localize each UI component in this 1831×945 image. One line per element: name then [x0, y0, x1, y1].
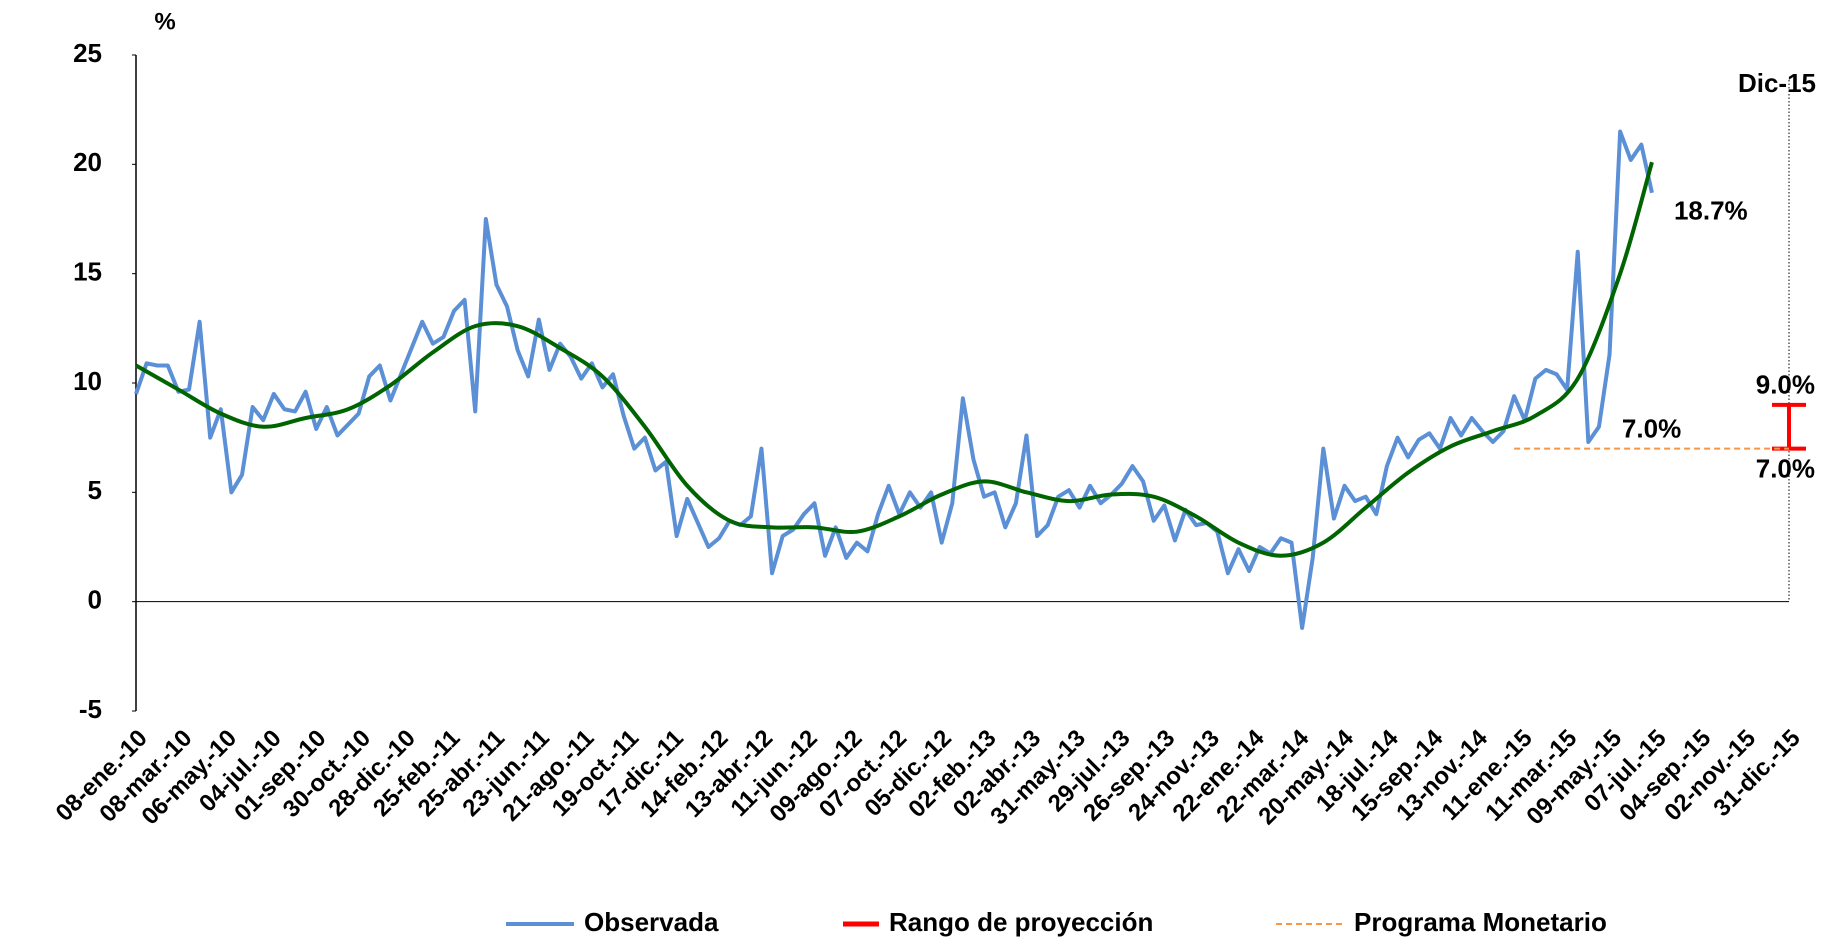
end-label: 18.7%: [1674, 196, 1748, 226]
range-bar: [1772, 402, 1806, 451]
program-label: 7.0%: [1622, 413, 1681, 443]
legend-label: Programa Monetario: [1354, 907, 1607, 937]
legend-label: Observada: [584, 907, 719, 937]
observed-line: [134, 129, 1654, 630]
y-tick-label: 20: [73, 147, 102, 177]
marker-label: Dic-15: [1738, 68, 1816, 98]
range-label: 9.0%: [1756, 370, 1815, 400]
y-tick-label: 5: [88, 475, 102, 505]
y-tick-label: 10: [73, 366, 102, 396]
y-tick-label: 0: [88, 585, 102, 615]
trend-line: [135, 161, 1654, 558]
y-tick-label: 15: [73, 257, 102, 287]
legend-label: Rango de proyección: [889, 907, 1153, 937]
y-tick-label: -5: [79, 694, 102, 724]
y-axis-label: %: [154, 8, 175, 35]
y-tick-label: 25: [73, 38, 102, 68]
range-label: 7.0%: [1756, 453, 1815, 483]
